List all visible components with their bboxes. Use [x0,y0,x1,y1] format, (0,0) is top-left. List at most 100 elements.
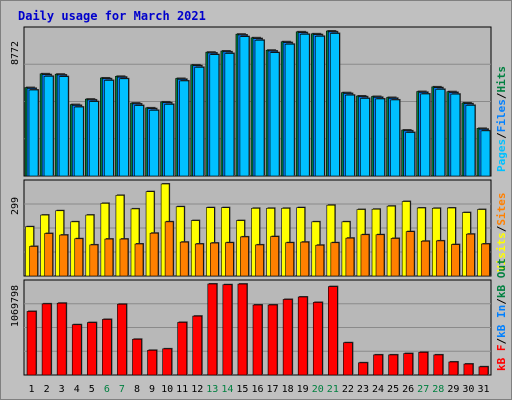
x-tick-label: 17 [267,384,279,395]
chart-title: Daily usage for March 2021 [18,9,206,23]
x-tick-label: 18 [282,384,294,395]
bar-pages-day-1 [28,89,39,177]
y-max-labels: 8772 299 1069798 [10,41,21,327]
x-tick-label: 22 [342,384,354,395]
bar-kb-f-day-10 [162,348,172,376]
x-tick-label: 15 [236,384,248,395]
x-tick-label: 1 [29,384,35,395]
bar-pages-day-28 [435,89,446,177]
bar-kb-f-day-30 [463,363,474,376]
x-tick-label: 13 [206,384,218,395]
bar-sites-day-7 [119,238,129,277]
bar-pages-day-7 [119,78,129,177]
x-tick-label: 26 [402,384,414,395]
legend-entry: Pages [495,139,508,172]
bar-pages-day-3 [58,76,69,177]
bar-pages-day-26 [405,132,415,177]
bar-pages-day-30 [465,105,476,177]
bar-pages-day-21 [330,33,340,177]
bars [24,30,491,376]
bar-kb-f-day-5 [86,322,97,376]
legend-kbytes: kB F/kB In/kB Out [495,258,508,371]
bar-pages-day-27 [420,93,431,177]
bar-kb-f-day-12 [192,315,203,376]
bar-sites-day-20 [315,244,325,277]
bar-pages-day-5 [88,101,99,177]
x-tick-label: 31 [477,384,489,395]
legend-entry: kB Out [495,258,508,298]
bar-kb-f-day-16 [252,304,263,376]
bar-kb-f-day-29 [448,361,459,376]
x-tick-label: 24 [372,384,384,395]
bar-kb-f-day-18 [282,299,293,376]
bar-kb-f-day-20 [312,302,323,376]
bar-kb-f-day-7 [117,303,127,376]
bar-kb-f-day-4 [71,324,82,376]
bar-pages-day-31 [480,130,491,177]
bar-pages-day-12 [194,67,205,177]
legend-entry: / [495,338,508,345]
bar-pages-day-16 [254,39,265,177]
bar-kb-f-day-23 [358,362,368,376]
bar-pages-day-22 [345,94,355,177]
bar-pages-day-11 [179,80,189,177]
bar-kb-f-day-19 [297,296,308,376]
x-tick-label: 27 [417,384,429,395]
bar-sites-day-2 [44,233,53,277]
x-tick-label: 10 [161,384,173,395]
bar-pages-day-24 [375,98,385,177]
bar-pages-day-8 [134,105,144,177]
bar-kb-f-day-6 [102,319,112,376]
x-tick-label: 29 [447,384,459,395]
bar-kb-f-day-17 [267,304,278,376]
x-tick-label: 11 [176,384,188,395]
x-tick-label: 12 [191,384,203,395]
bar-sites-day-13 [210,242,219,277]
bar-sites-day-11 [179,241,189,277]
bar-sites-day-6 [104,238,114,277]
x-tick-label: 14 [221,384,233,395]
bar-kb-f-day-3 [56,302,67,376]
legend-hits-files-pages: Pages/Files/Hits [495,66,508,172]
bar-sites-day-10 [164,221,174,277]
x-tick-label: 3 [59,384,65,395]
x-tick-label: 20 [312,384,324,395]
bar-pages-day-18 [284,43,295,177]
bar-kb-f-day-27 [418,352,429,376]
bar-pages-day-9 [149,110,159,177]
bar-sites-day-14 [225,242,234,277]
legend-entry: Sites [495,193,508,226]
legend-entry: / [495,298,508,305]
bar-kb-f-day-24 [373,354,383,376]
bar-sites-day-12 [194,243,204,277]
bar-sites-day-19 [300,241,309,277]
x-tick-label: 5 [89,384,95,395]
bar-pages-day-15 [239,36,250,177]
bar-sites-day-27 [420,240,430,277]
bar-sites-day-25 [390,238,400,277]
x-tick-label: 2 [44,384,50,395]
x-tick-label: 8 [134,384,140,395]
bar-kb-f-day-1 [26,311,37,376]
bar-kb-f-day-11 [177,322,187,376]
legend-visits-sites: Visits/Sites [495,193,508,273]
bar-kb-f-day-31 [478,366,489,376]
legend-entry: Hits [495,66,508,93]
bar-kb-f-day-21 [328,286,338,376]
bar-kb-f-day-14 [222,284,233,376]
bar-kb-f-day-26 [403,353,413,376]
bar-sites-day-26 [405,231,415,277]
x-tick-label: 25 [387,384,399,395]
bar-sites-day-22 [345,237,355,277]
x-tick-label: 19 [297,384,309,395]
bar-sites-day-17 [270,236,279,277]
bar-pages-day-23 [360,98,370,177]
bar-kb-f-day-8 [132,338,142,376]
bar-kb-f-day-22 [343,342,353,376]
x-tick-label: 21 [327,384,339,395]
bar-pages-day-29 [450,93,461,177]
x-tick-label: 7 [119,384,125,395]
